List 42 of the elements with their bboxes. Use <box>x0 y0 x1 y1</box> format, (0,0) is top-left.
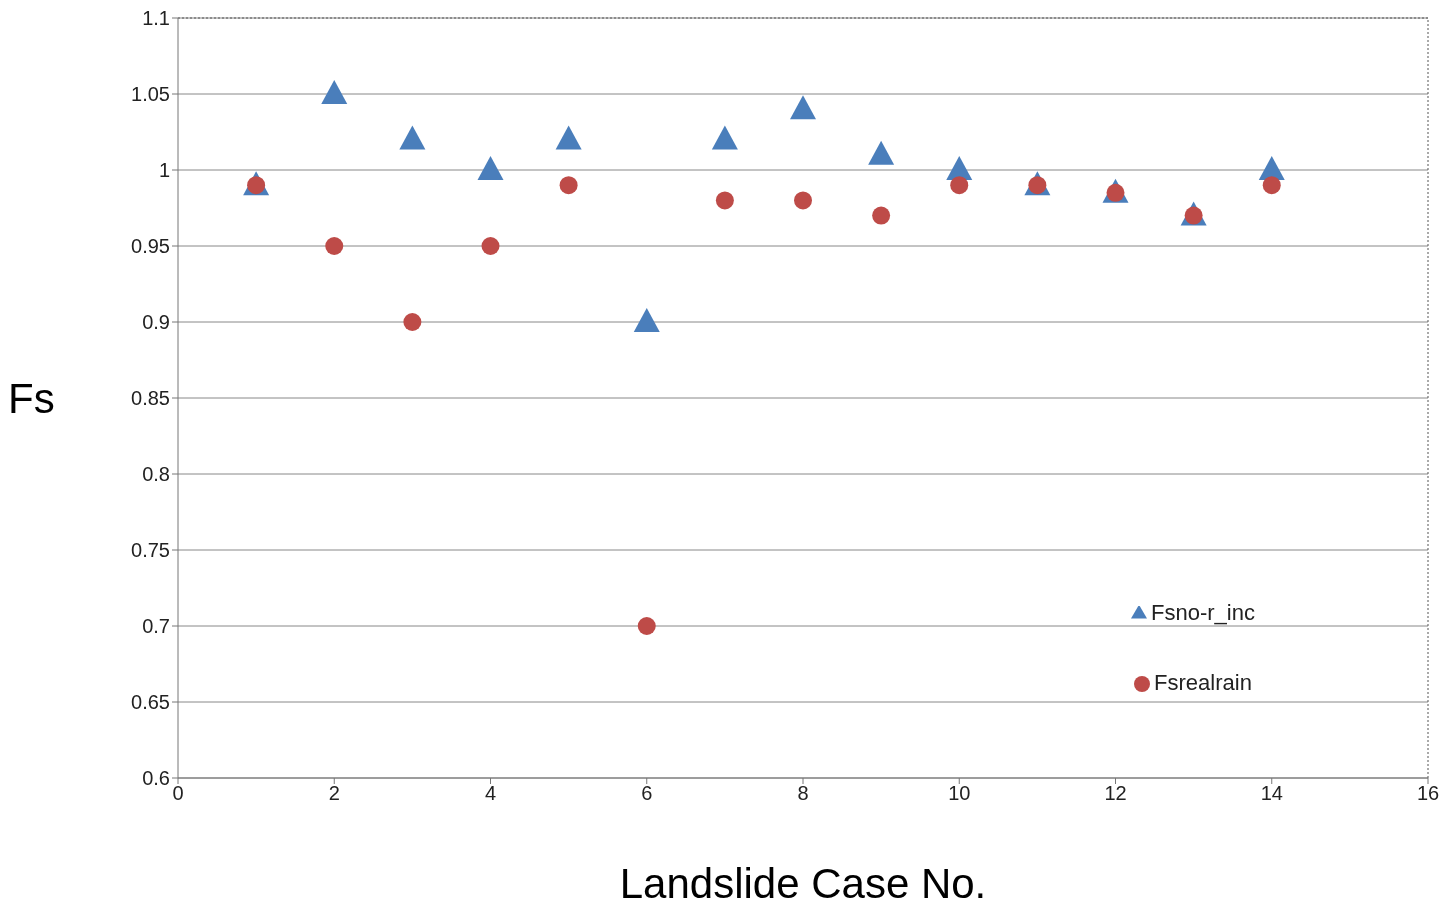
x-tick-label: 6 <box>641 782 653 805</box>
point <box>711 125 738 150</box>
legend-label: Fsrealrain <box>1154 670 1252 695</box>
point <box>481 237 500 255</box>
point <box>633 308 660 332</box>
point <box>477 156 504 180</box>
point <box>559 176 578 195</box>
x-tick-label: 8 <box>797 782 809 805</box>
point <box>555 125 582 150</box>
x-tick-label: 10 <box>948 782 971 805</box>
y-tick-label: 0.9 <box>142 311 170 334</box>
y-tick-label: 0.8 <box>142 463 170 486</box>
point <box>325 237 344 255</box>
point <box>872 206 891 225</box>
x-tick-label: 0 <box>172 782 184 805</box>
x-tick-label: 2 <box>328 782 340 805</box>
y-tick-label: 0.7 <box>142 615 170 638</box>
x-axis-title: Landslide Case No. <box>619 860 987 907</box>
y-tick-label: 1 <box>158 159 170 182</box>
x-tick-label: 14 <box>1260 782 1283 805</box>
x-tick-label: 16 <box>1416 782 1440 805</box>
y-tick-label: 0.85 <box>131 387 170 410</box>
point <box>868 140 895 165</box>
x-tick-label: 12 <box>1104 782 1127 805</box>
y-tick-label: 0.6 <box>142 767 170 790</box>
point <box>321 80 348 104</box>
point <box>715 191 734 210</box>
y-tick-label: 0.65 <box>131 691 170 714</box>
y-tick-label: 1.1 <box>142 7 170 30</box>
point <box>794 191 812 210</box>
point <box>399 125 426 150</box>
point <box>790 95 816 120</box>
point <box>1262 176 1281 195</box>
y-axis-title: Fs <box>8 374 55 422</box>
legend-label: Fsno-r_inc <box>1151 600 1255 625</box>
point <box>950 176 969 195</box>
x-tick-label: 4 <box>484 782 497 805</box>
y-tick-label: 0.75 <box>131 539 170 562</box>
point <box>637 617 656 635</box>
y-tick-label: 0.95 <box>131 235 170 258</box>
point <box>403 313 422 331</box>
y-tick-label: 1.05 <box>131 83 170 106</box>
